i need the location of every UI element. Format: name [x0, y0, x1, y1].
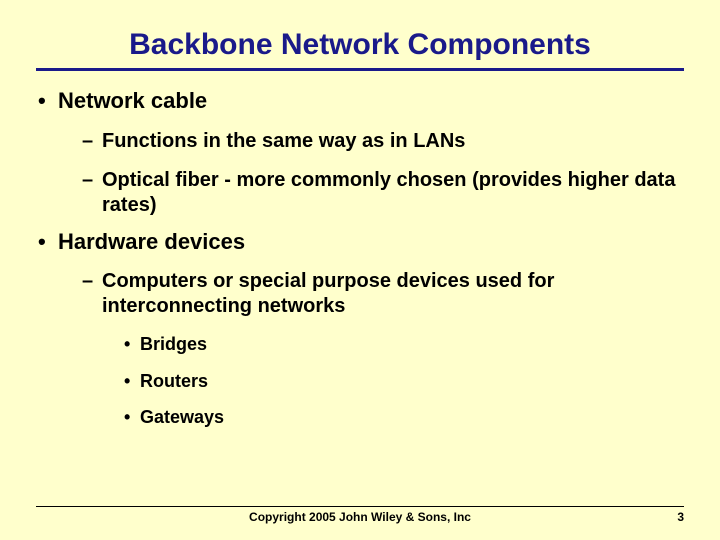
footer-row: Copyright 2005 John Wiley & Sons, Inc 3: [36, 510, 684, 524]
title-underline: [36, 68, 684, 71]
slide-body: Network cable Functions in the same way …: [36, 87, 684, 429]
page-number: 3: [654, 510, 684, 524]
bullet-l1: Hardware devices: [36, 228, 684, 256]
bullet-l2: Optical fiber - more commonly chosen (pr…: [36, 168, 684, 218]
bullet-l2: Computers or special purpose devices use…: [36, 269, 684, 319]
slide: Backbone Network Components Network cabl…: [0, 0, 720, 540]
bullet-l1: Network cable: [36, 87, 684, 115]
bullet-l3: Bridges: [36, 333, 684, 356]
copyright-text: Copyright 2005 John Wiley & Sons, Inc: [66, 510, 654, 524]
footer-rule: [36, 506, 684, 507]
slide-title: Backbone Network Components: [36, 28, 684, 68]
slide-footer: Copyright 2005 John Wiley & Sons, Inc 3: [36, 506, 684, 524]
bullet-l3: Gateways: [36, 406, 684, 429]
bullet-l3: Routers: [36, 370, 684, 393]
bullet-l2: Functions in the same way as in LANs: [36, 129, 684, 154]
